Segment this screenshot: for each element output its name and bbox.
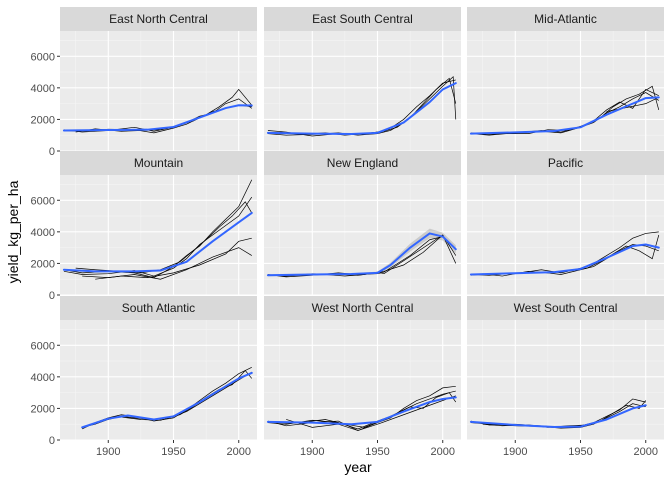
- y-tick-label: 4000: [31, 372, 55, 384]
- raw-series-line: [286, 395, 456, 431]
- panel-background: [60, 320, 257, 440]
- x-tick-label: 1950: [161, 446, 185, 458]
- smooth-trend-line: [266, 82, 457, 135]
- smooth-trend-line: [62, 211, 253, 273]
- facet-strip: [60, 7, 257, 31]
- facet-panel: Mountain: [60, 151, 257, 296]
- facet-title: Mountain: [134, 156, 183, 170]
- facet-title: Pacific: [548, 156, 583, 170]
- facet-panel: Pacific: [467, 151, 664, 296]
- y-tick-label: 0: [49, 146, 55, 158]
- y-tick-label: 4000: [31, 83, 55, 95]
- facet-strip: [264, 296, 461, 320]
- facet-title: New England: [327, 156, 398, 170]
- x-tick-label: 1900: [300, 446, 324, 458]
- panel-background: [264, 31, 461, 151]
- x-tick-label: 1950: [568, 446, 592, 458]
- facet-strip: [467, 151, 664, 175]
- x-tick-label: 2000: [430, 446, 454, 458]
- facet-title: West South Central: [514, 301, 618, 315]
- y-tick-label: 2000: [31, 258, 55, 270]
- x-tick-label: 1900: [503, 446, 527, 458]
- panel-background: [467, 320, 664, 440]
- x-axes-layer: 1900 1950 2000 1900 1950 2000 1900 1950 2000: [96, 440, 658, 458]
- y-tick-label: 2000: [31, 114, 55, 126]
- panel-background: [467, 175, 664, 295]
- panels-layer: East North Central East South Central Mid-…: [60, 7, 664, 441]
- facet-title: East South Central: [312, 12, 413, 26]
- facet-title: Mid-Atlantic: [534, 12, 597, 26]
- x-tick-label: 1950: [365, 446, 389, 458]
- smooth-trend-line: [62, 104, 253, 132]
- facet-panel: South Atlantic: [60, 296, 257, 441]
- smooth-trend-line: [469, 243, 660, 276]
- y-tick-label: 4000: [31, 227, 55, 239]
- smooth-trend-line: [469, 404, 647, 429]
- facet-panel: West South Central: [467, 296, 664, 441]
- facet-strip: [467, 7, 664, 31]
- facet-strip: [264, 7, 461, 31]
- panel-background: [60, 175, 257, 295]
- y-tick-label: 0: [49, 290, 55, 302]
- x-tick-label: 2000: [226, 446, 250, 458]
- raw-series-line: [88, 369, 253, 427]
- y-tick-label: 6000: [31, 340, 55, 352]
- facet-panel: West North Central: [264, 296, 461, 441]
- smooth-trend-line: [266, 396, 457, 426]
- facet-title: East North Central: [109, 12, 208, 26]
- panel-background: [60, 31, 257, 151]
- facet-panel: New England: [264, 151, 461, 296]
- facet-title: West North Central: [312, 301, 414, 315]
- y-tick-label: 6000: [31, 195, 55, 207]
- y-tick-label: 2000: [31, 403, 55, 415]
- smooth-trend-line: [266, 232, 457, 277]
- smooth-trend-line: [469, 96, 660, 135]
- y-axis-title: yield_kg_per_ha: [5, 180, 21, 283]
- y-axes-layer: 0 2000 4000 6000 0 2000 4000 6000 0 2000 4000 6000: [31, 51, 60, 447]
- facet-strip: [60, 296, 257, 320]
- y-tick-label: 6000: [31, 51, 55, 63]
- panel-background: [264, 320, 461, 440]
- facet-strip: [467, 296, 664, 320]
- facet-panel: East South Central: [264, 7, 461, 152]
- y-tick-label: 0: [49, 435, 55, 447]
- x-tick-label: 2000: [633, 446, 657, 458]
- smooth-trend-line: [81, 371, 253, 429]
- x-axis-title: year: [344, 459, 372, 475]
- confidence-band: [267, 228, 456, 277]
- raw-series-line: [95, 237, 252, 280]
- facet-title: South Atlantic: [122, 301, 195, 315]
- facet-strip: [60, 151, 257, 175]
- facet-strip: [264, 151, 461, 175]
- facet-panel: Mid-Atlantic: [467, 7, 664, 152]
- x-tick-label: 1900: [96, 446, 120, 458]
- facet-panel: East North Central: [60, 7, 257, 152]
